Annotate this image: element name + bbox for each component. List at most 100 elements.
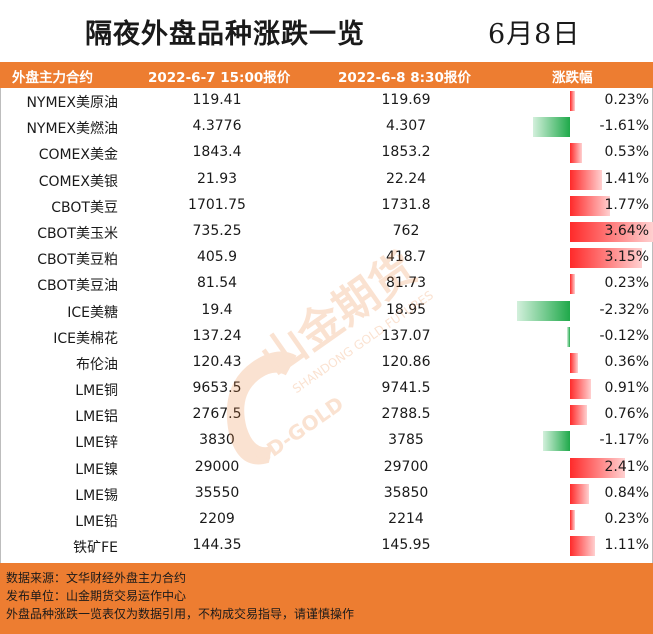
change-bar-positive: [570, 221, 653, 242]
curr-price: 81.73: [385, 275, 427, 292]
curr-price: 1731.8: [381, 196, 431, 213]
change-percent: 0.84%: [604, 484, 649, 501]
change-bar-negative: [567, 326, 570, 347]
title-bar: 隔夜外盘品种涨跌一览 6月8日: [0, 0, 653, 62]
change-percent: 0.76%: [604, 406, 649, 423]
change-bar-positive: [570, 352, 579, 373]
change-bar-negative: [543, 431, 570, 452]
prev-price: 735.25: [192, 222, 242, 239]
change-bar-positive: [570, 483, 590, 504]
change-bar-positive: [570, 195, 611, 216]
table-row: LME锡 35550 35850 0.84%: [0, 481, 653, 507]
contract-name: LME铜: [75, 383, 118, 400]
table-row: 铁矿FE 144.35 145.95 1.11%: [0, 533, 653, 559]
prev-price: 9653.5: [192, 380, 242, 397]
prev-price: 81.54: [196, 275, 238, 292]
change-bar-positive: [570, 536, 596, 557]
contract-name: ICE美棉花: [53, 330, 118, 347]
change-cell: 0.23%: [472, 271, 653, 297]
change-bar-positive: [570, 510, 576, 530]
curr-price: 3785: [388, 432, 424, 449]
change-cell: -1.17%: [472, 428, 653, 454]
table-row: LME铅 2209 2214 0.23%: [0, 507, 653, 533]
prev-price: 2767.5: [192, 406, 242, 423]
curr-price: 35850: [383, 484, 429, 501]
table-row: CBOT美豆粕 405.9 418.7 3.15%: [0, 245, 653, 271]
contract-name: CBOT美豆粕: [37, 252, 118, 269]
change-percent: 0.23%: [604, 92, 649, 108]
change-cell: 1.11%: [472, 533, 653, 559]
curr-price: 29700: [383, 458, 429, 475]
change-percent: 0.91%: [604, 380, 649, 397]
prev-price: 3830: [199, 432, 235, 449]
change-bar-negative: [533, 117, 570, 138]
footer: 数据来源：文华财经外盘主力合约 发布单位：山金期货交易运作中心 外盘品种涨跌一览…: [0, 563, 653, 634]
change-bar-positive: [570, 248, 642, 269]
curr-price: 137.07: [381, 327, 431, 344]
table-row: COMEX美金 1843.4 1853.2 0.53%: [0, 140, 653, 166]
change-cell: 1.41%: [472, 167, 653, 193]
table-row: ICE美糖 19.4 18.95 -2.32%: [0, 298, 653, 324]
change-cell: 3.64%: [472, 219, 653, 245]
prev-price: 2209: [199, 511, 235, 527]
page-date: 6月8日: [488, 19, 581, 50]
table-row: CBOT美玉米 735.25 762 3.64%: [0, 219, 653, 245]
contract-name: 布伦油: [76, 356, 118, 373]
contract-name: NYMEX美燃油: [26, 121, 118, 138]
curr-price: 762: [392, 222, 420, 239]
curr-price: 120.86: [381, 353, 431, 370]
prev-price: 4.3776: [192, 118, 242, 135]
column-header-curr: 2022-6-8 8:30报价: [338, 70, 471, 86]
contract-name: CBOT美玉米: [37, 225, 118, 242]
table-row: 布伦油 120.43 120.86 0.36%: [0, 350, 653, 376]
table-row: CBOT美豆油 81.54 81.73 0.23%: [0, 271, 653, 297]
column-header-change: 涨跌幅: [552, 70, 593, 86]
change-percent: 0.23%: [604, 275, 649, 292]
table-row: ICE美棉花 137.24 137.07 -0.12%: [0, 324, 653, 350]
footer-source: 数据来源：文华财经外盘主力合约: [6, 571, 187, 585]
contract-name: LME锌: [75, 435, 118, 452]
change-percent: 2.41%: [604, 458, 649, 475]
curr-price: 4.307: [385, 118, 427, 135]
footer-publisher: 发布单位：山金期货交易运作中心: [6, 589, 187, 603]
change-percent: 3.64%: [604, 222, 649, 239]
change-percent: -1.17%: [599, 432, 649, 449]
prev-price: 119.41: [192, 92, 242, 108]
column-header-prev: 2022-6-7 15:00报价: [148, 70, 291, 86]
change-cell: 0.23%: [472, 88, 653, 114]
change-bar-positive: [570, 405, 588, 426]
change-cell: 2.41%: [472, 455, 653, 481]
change-bar-positive: [570, 274, 576, 295]
prev-price: 144.35: [192, 537, 242, 554]
contract-name: LME铅: [75, 514, 118, 530]
curr-price: 2214: [388, 511, 424, 527]
table-row: LME铜 9653.5 9741.5 0.91%: [0, 376, 653, 402]
change-bar-negative: [517, 300, 570, 321]
change-percent: 1.11%: [604, 537, 649, 554]
curr-price: 119.69: [381, 92, 431, 108]
curr-price: 145.95: [381, 537, 431, 554]
curr-price: 418.7: [385, 249, 427, 266]
change-cell: 0.91%: [472, 376, 653, 402]
table-row: LME铝 2767.5 2788.5 0.76%: [0, 402, 653, 428]
prev-price: 35550: [194, 484, 240, 501]
contract-name: LME铝: [75, 409, 118, 426]
change-percent: 1.41%: [604, 170, 649, 187]
contract-name: LME镍: [75, 461, 118, 478]
table-row: COMEX美银 21.93 22.24 1.41%: [0, 167, 653, 193]
footer-disclaimer: 外盘品种涨跌一览表仅为数据引用，不构成交易指导，请谨慎操作: [6, 607, 355, 621]
table-row: CBOT美豆 1701.75 1731.8 1.77%: [0, 193, 653, 219]
table-row: LME镍 29000 29700 2.41%: [0, 455, 653, 481]
curr-price: 9741.5: [381, 380, 431, 397]
contract-name: 铁矿FE: [73, 540, 118, 557]
change-cell: 0.23%: [472, 507, 653, 533]
prev-price: 21.93: [196, 170, 238, 187]
prev-price: 19.4: [201, 301, 233, 318]
contract-name: NYMEX美原油: [26, 95, 118, 111]
change-bar-positive: [570, 169, 603, 190]
change-bar-positive: [570, 379, 591, 400]
contract-name: LME锡: [75, 487, 118, 504]
change-cell: 0.36%: [472, 350, 653, 376]
table-row: NYMEX美原油 119.41 119.69 0.23%: [0, 88, 653, 114]
change-cell: 0.76%: [472, 402, 653, 428]
